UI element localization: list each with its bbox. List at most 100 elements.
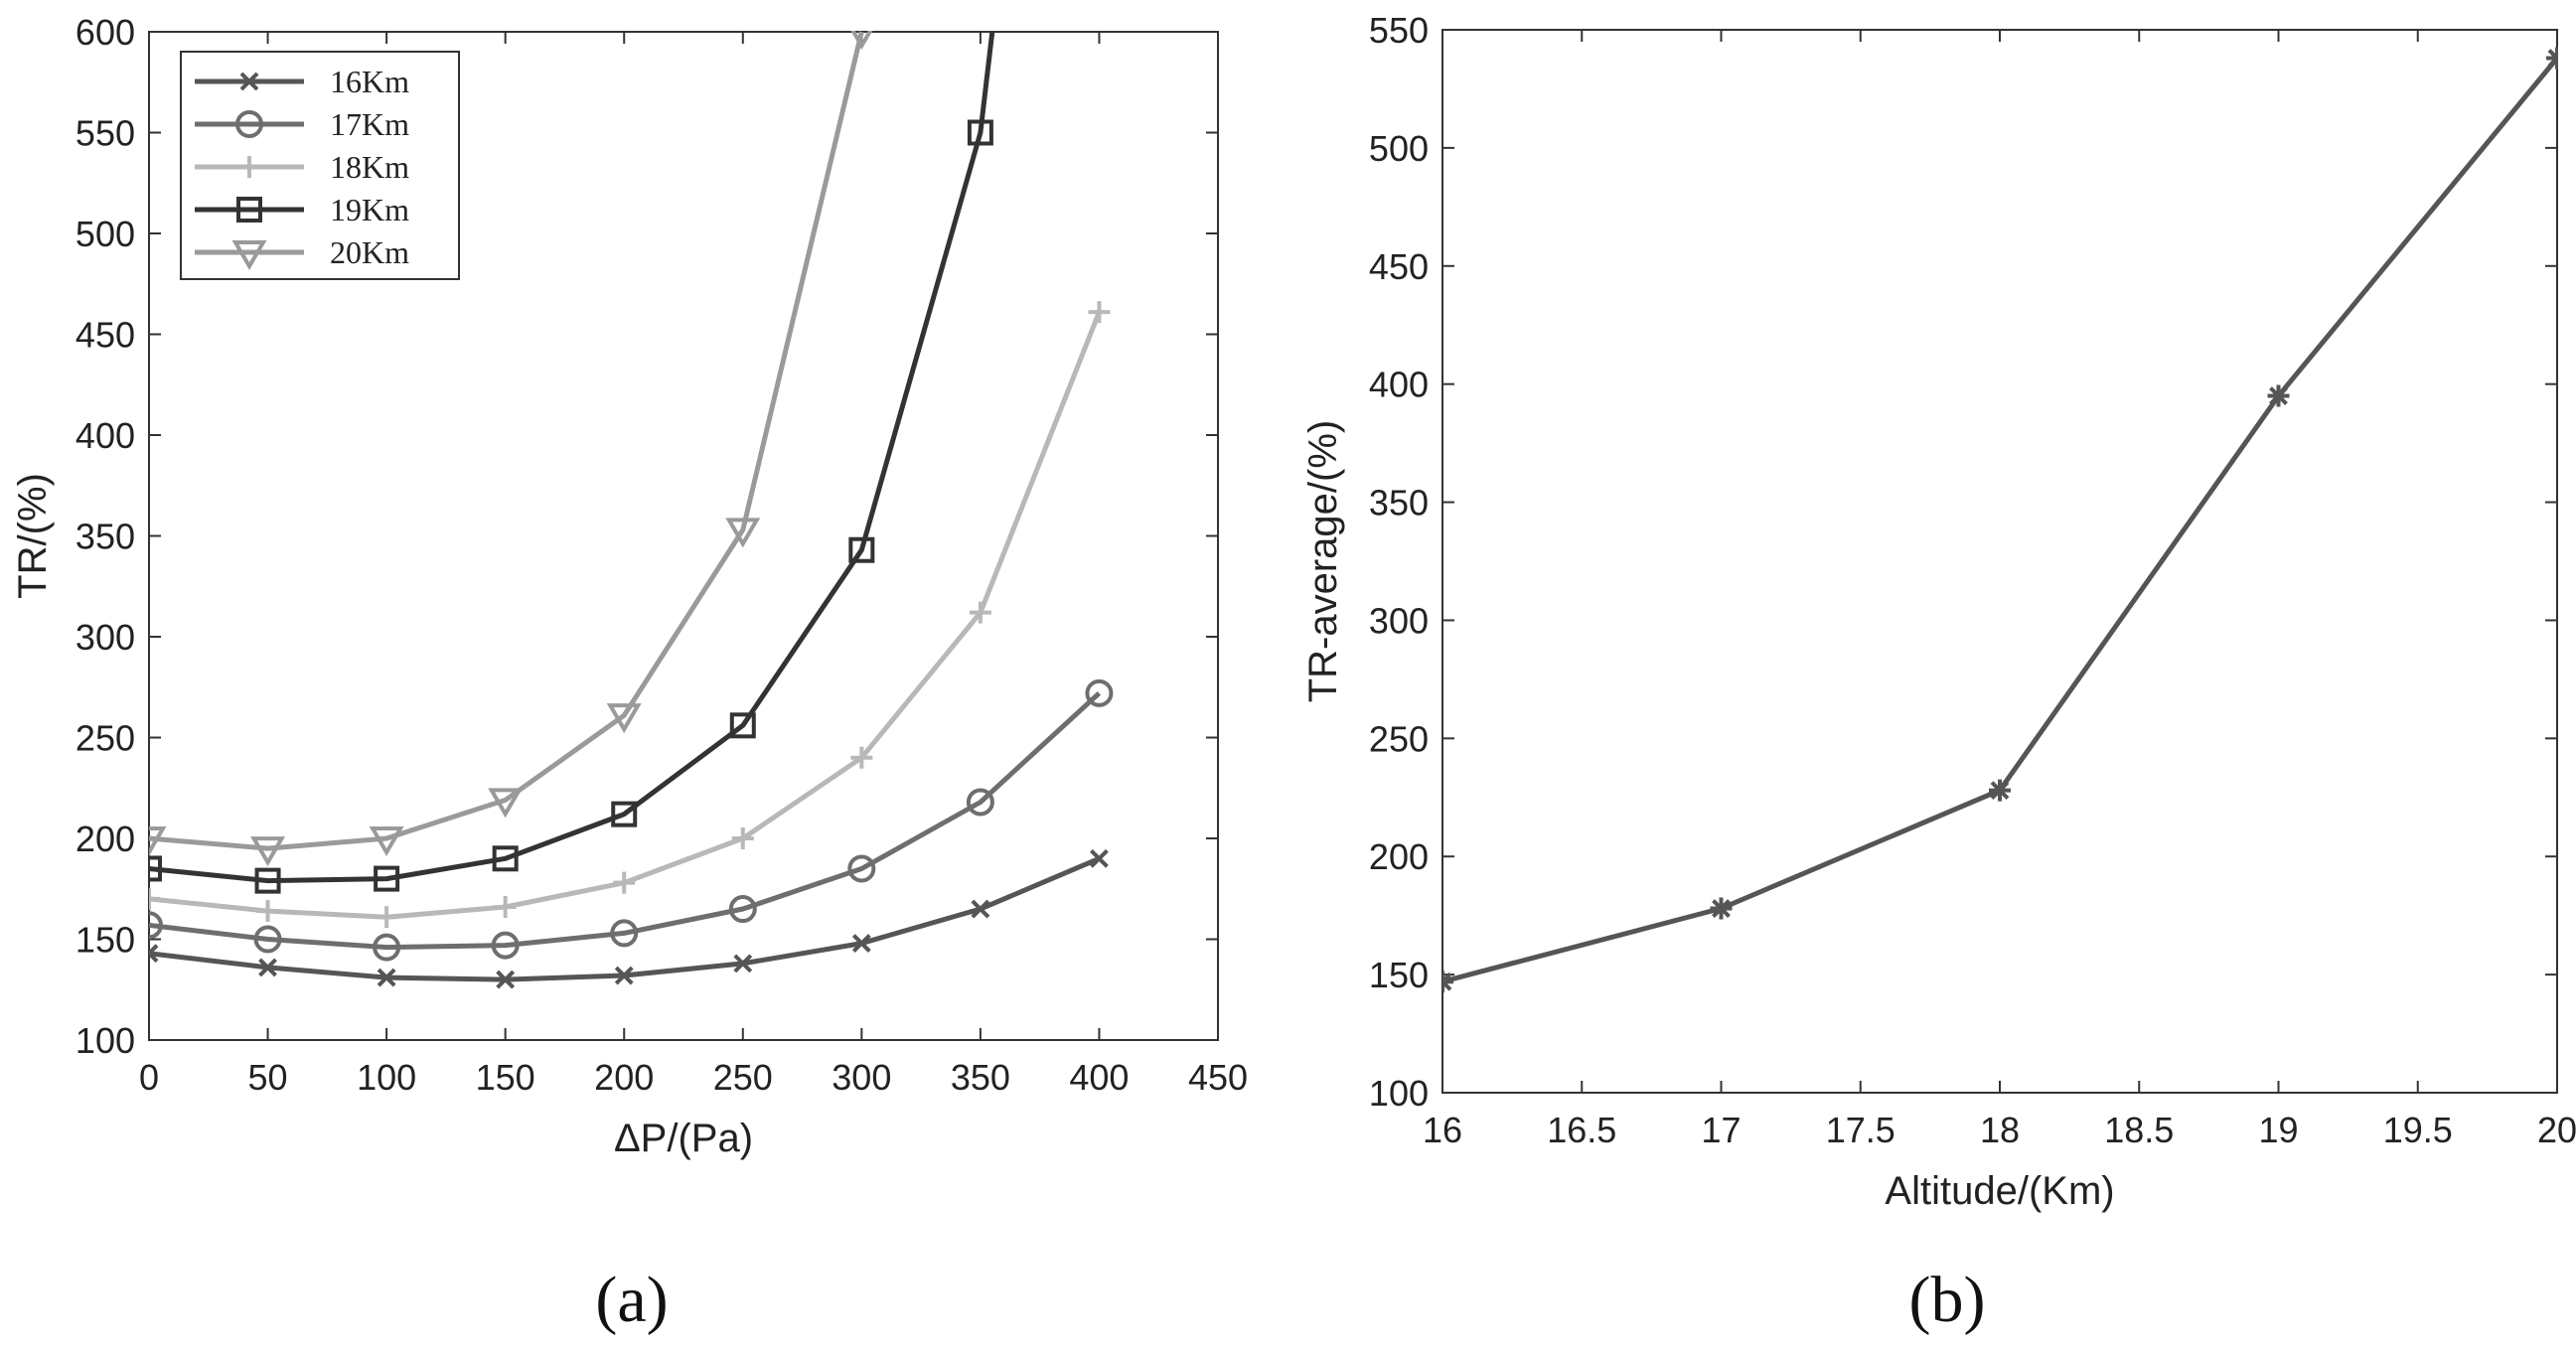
chart-a: 0 50 100 150 200 250 300 350 400 450 100 150 200 250 3… (11, 12, 1248, 1160)
y-tick-label: 400 (76, 415, 135, 456)
data-point-TR-average (1442, 971, 1453, 993)
chart-b: 16 16.5 17 17.5 18 18.5 19 19.5 20 100 150 200 250 30… (1301, 10, 2576, 1213)
y-tick-label: 350 (76, 517, 135, 557)
x-tick-label: 19 (2258, 1110, 2298, 1150)
data-point-18Km (850, 746, 873, 769)
data-point-TR-average (1710, 897, 1733, 920)
legend-label-17Km: 17Km (330, 106, 409, 142)
data-point-20Km (149, 826, 167, 856)
data-point-17Km (728, 895, 757, 924)
data-point-17Km (847, 854, 876, 883)
legend-marker-16Km (239, 72, 259, 91)
data-point-20Km (725, 518, 761, 548)
x-tick-label: 18 (1980, 1110, 2020, 1150)
data-point-20Km (250, 836, 286, 867)
x-axis-label: Altitude/(Km) (1885, 1169, 2114, 1213)
data-point-16Km (851, 934, 871, 953)
data-point-18Km (149, 887, 160, 910)
data-point-19Km (149, 855, 162, 882)
y-axis-label: TR-average/(%) (1301, 420, 1345, 703)
data-point-18Km (376, 906, 398, 929)
data-point-20Km (488, 788, 524, 819)
data-point-TR-average (2267, 384, 2290, 407)
data-point-20Km (850, 31, 873, 50)
y-tick-label: 550 (1369, 10, 1429, 51)
data-point-TR-average (1989, 779, 2011, 802)
data-point-TR-average (2546, 47, 2558, 70)
legend: 16Km 17Km 18Km 19Km 20Km (180, 51, 460, 280)
plot-frame (1441, 29, 2558, 1094)
x-tick-label: 300 (832, 1057, 891, 1098)
legend-label-20Km: 20Km (330, 234, 409, 270)
panel-label-a: (a) (595, 1264, 668, 1336)
y-tick-label: 500 (1369, 128, 1429, 169)
y-tick-label: 300 (76, 617, 135, 658)
plot-area (1442, 47, 2558, 993)
series-line-TR-average (1442, 56, 2558, 984)
x-axis-label: ΔP/(Pa) (614, 1117, 753, 1160)
legend-marker-19Km (236, 197, 262, 223)
x-tick-label: 18.5 (2104, 1110, 2174, 1150)
y-tick-label: 200 (1369, 836, 1429, 877)
data-point-17Km (253, 925, 282, 954)
y-tick-label: 400 (1369, 365, 1429, 405)
x-tick-label: 450 (1188, 1057, 1248, 1098)
y-tick-label: 250 (1369, 718, 1429, 759)
legend-label-19Km: 19Km (330, 192, 409, 227)
y-tick-label: 600 (76, 12, 135, 53)
data-point-19Km (848, 536, 875, 563)
x-tick-label: 16 (1423, 1110, 1462, 1150)
data-point-18Km (731, 827, 754, 849)
data-point-16Km (733, 954, 753, 973)
panel-label-b: (b) (1909, 1264, 1986, 1336)
data-point-16Km (496, 970, 516, 989)
x-tick-label: 50 (248, 1057, 288, 1098)
data-point-18Km (1088, 301, 1111, 324)
x-tick-label: 17 (1701, 1110, 1741, 1150)
data-point-17Km (1085, 678, 1114, 707)
y-tick-label: 300 (1369, 600, 1429, 641)
data-point-19Km (611, 801, 638, 827)
legend-label-16Km: 16Km (330, 64, 409, 99)
x-tick-label: 19.5 (2383, 1110, 2453, 1150)
legend-marker-20Km (231, 240, 267, 270)
data-point-17Km (373, 933, 401, 962)
x-tick-label: 400 (1069, 1057, 1129, 1098)
data-point-17Km (491, 931, 520, 960)
y-tick-label: 500 (76, 214, 135, 254)
data-point-18Km (256, 900, 279, 923)
data-point-17Km (149, 911, 163, 940)
x-tick-label: 150 (476, 1057, 535, 1098)
series-line-20Km (149, 31, 864, 851)
legend-marker-17Km (235, 110, 263, 138)
data-point-20Km (606, 703, 642, 734)
legend-marker-18Km (238, 156, 260, 178)
legend-label-18Km: 18Km (330, 149, 409, 185)
data-point-16Km (1090, 848, 1109, 868)
y-tick-label: 100 (1369, 1073, 1429, 1114)
y-axis-label: TR/(%) (11, 473, 55, 599)
x-tick-label: 100 (357, 1057, 416, 1098)
x-tick-label: 17.5 (1826, 1110, 1895, 1150)
x-tick-label: 16.5 (1547, 1110, 1616, 1150)
data-point-19Km (967, 119, 993, 146)
data-point-16Km (258, 958, 277, 977)
series-line-17Km (149, 690, 1102, 951)
data-point-16Km (614, 966, 634, 985)
data-point-16Km (377, 968, 396, 987)
x-tick-label: 20 (2537, 1110, 2576, 1150)
series-line-19Km (149, 31, 995, 884)
data-point-16Km (149, 944, 159, 964)
data-point-19Km (492, 845, 519, 872)
plot-area (149, 31, 1114, 989)
data-point-18Km (494, 896, 517, 919)
data-point-18Km (969, 601, 991, 624)
x-tick-label: 0 (139, 1057, 159, 1098)
data-point-19Km (374, 865, 400, 892)
data-point-19Km (729, 712, 756, 739)
data-point-16Km (971, 899, 990, 919)
y-tick-label: 100 (76, 1020, 135, 1061)
data-point-18Km (613, 871, 636, 894)
y-tick-label: 250 (76, 718, 135, 759)
